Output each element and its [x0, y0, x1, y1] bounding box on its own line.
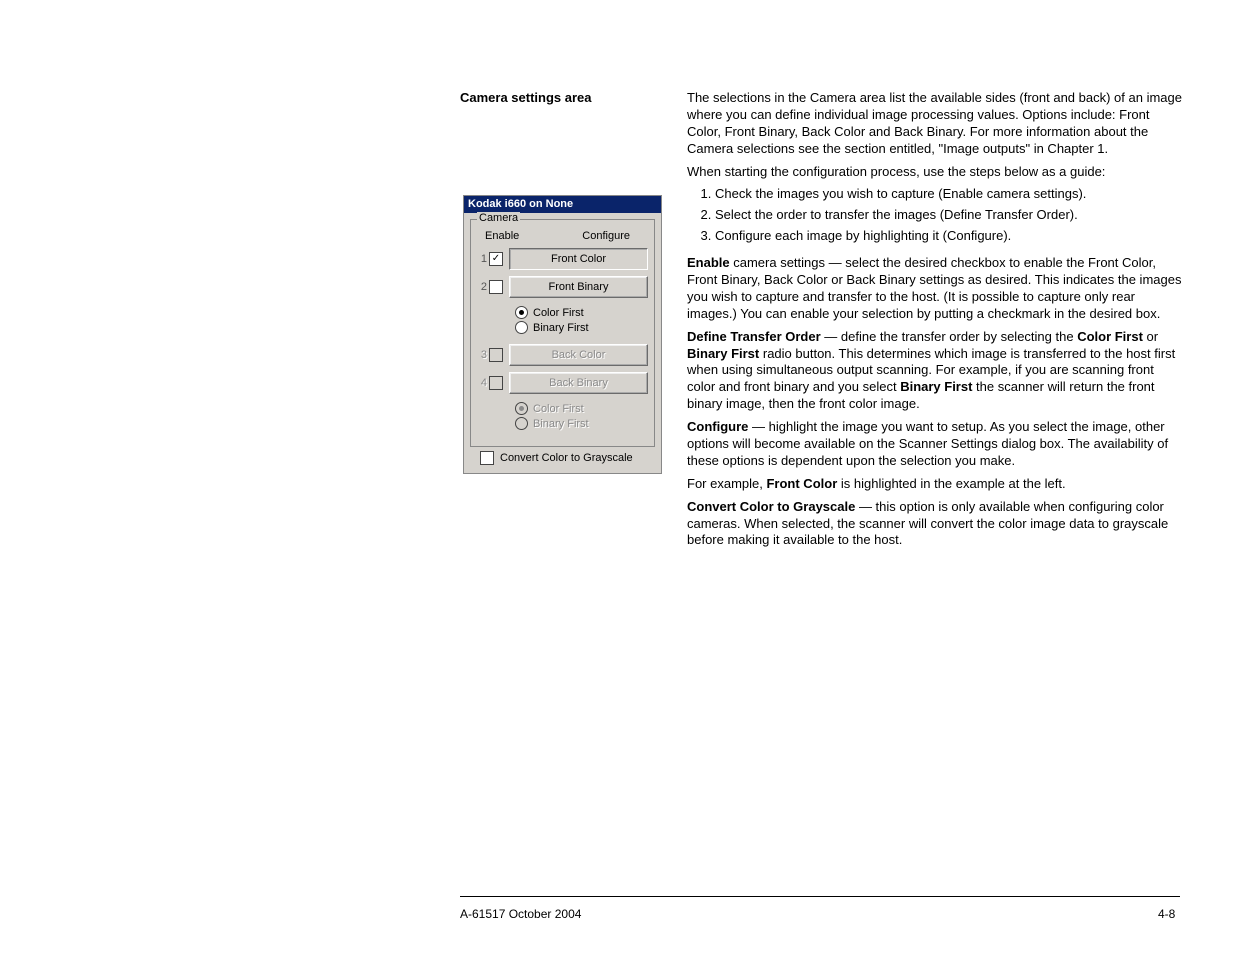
radio-label: Binary First	[533, 418, 589, 430]
radio-label: Color First	[533, 307, 584, 319]
intro-paragraph: The selections in the Camera area list t…	[687, 90, 1182, 158]
configure-button-back-binary[interactable]: Back Binary	[509, 372, 648, 394]
camera-row-4: 4 Back Binary	[477, 372, 648, 394]
example-paragraph: For example, Front Color is highlighted …	[687, 476, 1182, 493]
row-number: 4	[477, 377, 487, 389]
when-starting-paragraph: When starting the configuration process,…	[687, 164, 1182, 181]
step-item: Check the images you wish to capture (En…	[715, 186, 1182, 203]
configure-paragraph: Configure — highlight the image you want…	[687, 419, 1182, 470]
camera-settings-dialog: Kodak i660 on None Camera Enable Configu…	[463, 195, 662, 474]
enable-paragraph: Enable camera settings — select the desi…	[687, 255, 1182, 323]
col-header-enable: Enable	[485, 230, 519, 242]
step-item: Configure each image by highlighting it …	[715, 228, 1182, 245]
front-transfer-order: Color First Binary First	[477, 304, 648, 344]
configure-button-front-binary[interactable]: Front Binary	[509, 276, 648, 298]
dialog-titlebar: Kodak i660 on None	[464, 196, 661, 213]
camera-row-3: 3 Back Color	[477, 344, 648, 366]
radio-color-first-back[interactable]	[515, 402, 528, 415]
enable-checkbox-1[interactable]: ✓	[489, 252, 503, 266]
define-order-paragraph: Define Transfer Order — define the trans…	[687, 329, 1182, 413]
configure-button-front-color[interactable]: Front Color	[509, 248, 648, 270]
radio-binary-first-front[interactable]	[515, 321, 528, 334]
footer-page-number: 4-8	[1158, 907, 1175, 921]
groupbox-label: Camera	[477, 212, 520, 224]
camera-groupbox: Camera Enable Configure 1 ✓ Front Color …	[470, 219, 655, 447]
row-number: 3	[477, 349, 487, 361]
grayscale-paragraph: Convert Color to Grayscale — this option…	[687, 499, 1182, 550]
body-text-column: The selections in the Camera area list t…	[687, 90, 1182, 555]
step-item: Select the order to transfer the images …	[715, 207, 1182, 224]
row-number: 2	[477, 281, 487, 293]
steps-list: Check the images you wish to capture (En…	[687, 186, 1182, 245]
radio-color-first-front[interactable]	[515, 306, 528, 319]
convert-grayscale-checkbox[interactable]	[480, 451, 494, 465]
radio-binary-first-back[interactable]	[515, 417, 528, 430]
footer-doc-id: A-61517 October 2004	[460, 907, 581, 921]
enable-checkbox-2[interactable]	[489, 280, 503, 294]
row-number: 1	[477, 253, 487, 265]
enable-checkbox-3[interactable]	[489, 348, 503, 362]
enable-checkbox-4[interactable]	[489, 376, 503, 390]
back-transfer-order: Color First Binary First	[477, 400, 648, 440]
radio-label: Binary First	[533, 322, 589, 334]
camera-row-2: 2 Front Binary	[477, 276, 648, 298]
col-header-configure: Configure	[582, 230, 630, 242]
configure-button-back-color[interactable]: Back Color	[509, 344, 648, 366]
camera-row-1: 1 ✓ Front Color	[477, 248, 648, 270]
footer-rule	[460, 896, 1180, 897]
section-heading: Camera settings area	[460, 90, 592, 105]
radio-label: Color First	[533, 403, 584, 415]
convert-grayscale-label: Convert Color to Grayscale	[500, 452, 633, 464]
